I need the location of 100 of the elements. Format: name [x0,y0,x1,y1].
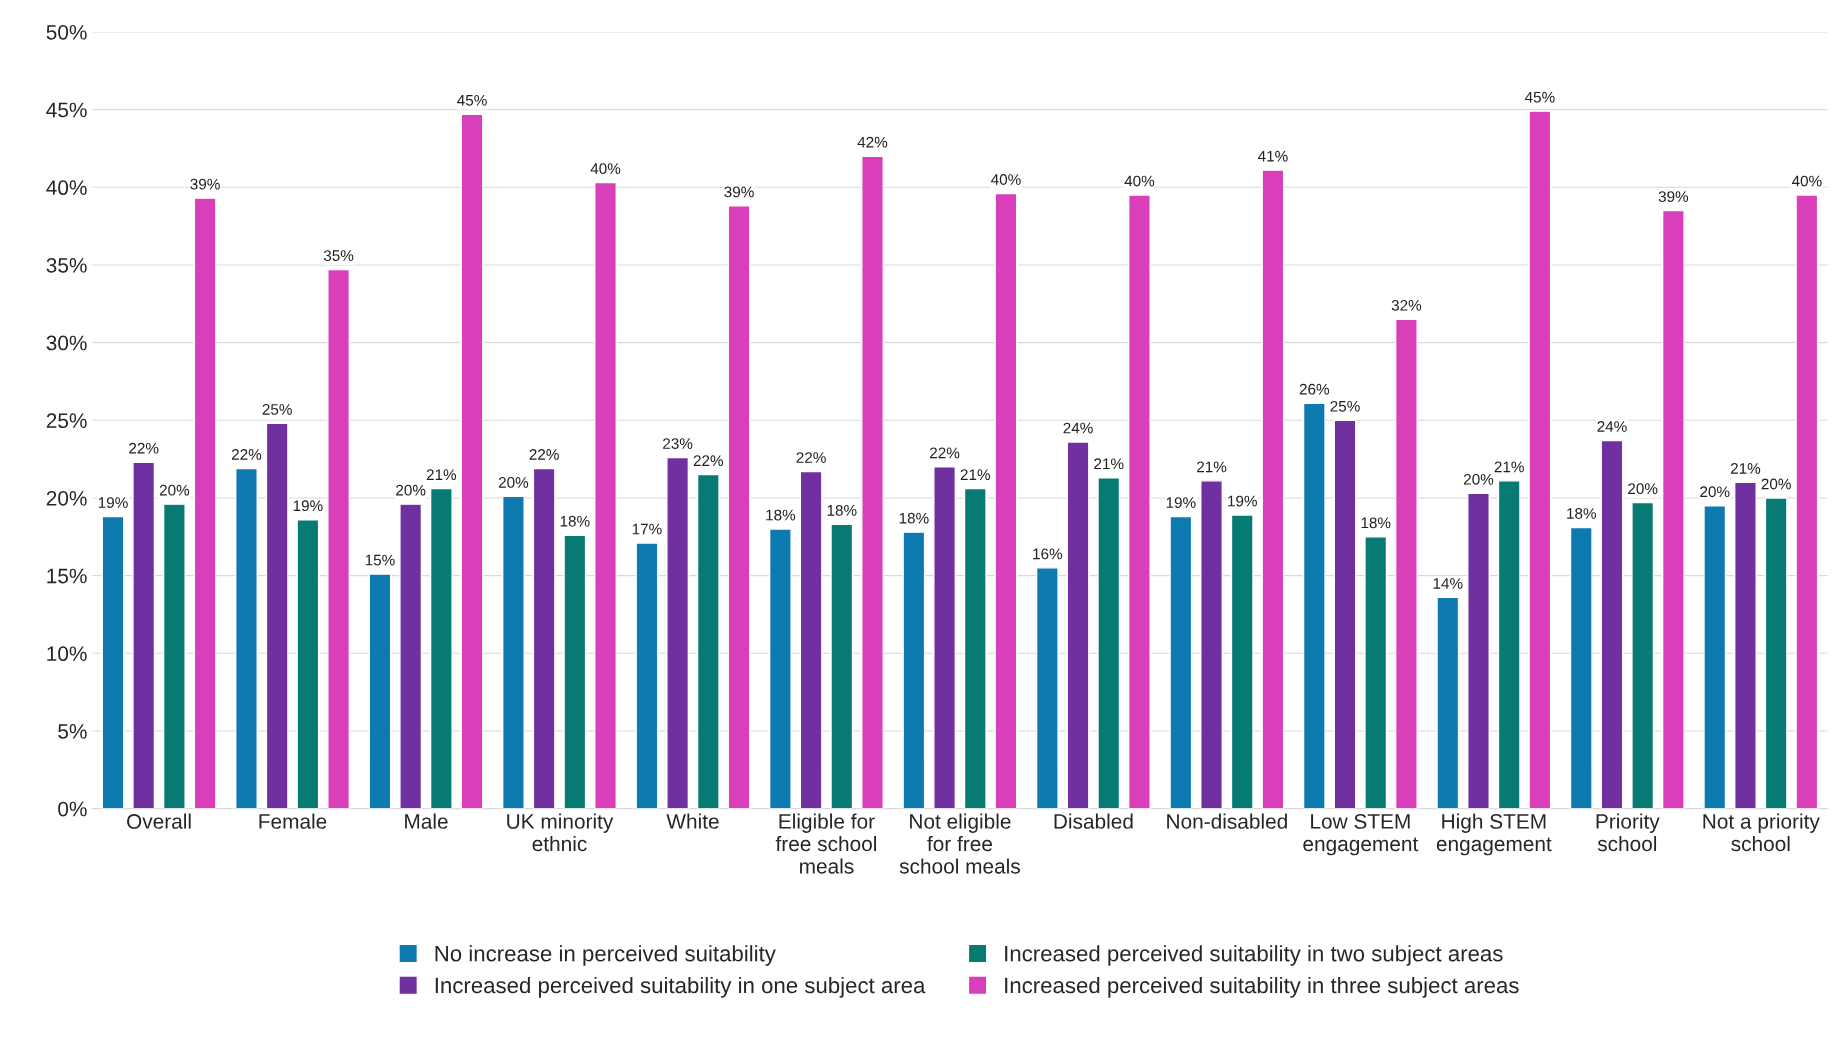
bar [594,181,617,809]
bar [1734,481,1757,809]
data-label: 20% [1628,483,1658,495]
data-label: 25% [1330,400,1360,412]
bar [994,192,1018,809]
bar [235,467,258,809]
x-tick-label: Eligible for free school meals [775,813,877,874]
bar [460,113,484,809]
data-label: 26% [1299,383,1330,395]
bar [1066,441,1090,809]
data-label: 39% [190,178,220,190]
data-label: 20% [1761,478,1791,490]
bar [1764,497,1788,809]
data-label: 18% [899,512,929,524]
y-tick-label: 10% [47,646,87,662]
y-tick-label: 25% [46,413,87,429]
legend-label: No increase in perceived suitability [435,945,776,966]
data-label: 22% [529,449,559,460]
bar [1169,515,1193,809]
bar [1230,514,1254,809]
bar [1394,318,1418,809]
bar [1467,492,1490,809]
data-label: 22% [693,455,724,467]
bar [933,466,957,809]
bar [1600,439,1624,809]
y-tick-label: 0% [58,801,87,817]
bar [429,487,453,809]
x-tick-label: High STEM engagement [1436,813,1552,856]
bar [768,528,792,809]
data-label: 18% [560,515,590,527]
y-tick-label: 40% [46,180,87,196]
x-tick-label: Overall [127,813,191,829]
x-tick-label: Not a priority school [1703,813,1820,852]
data-label: 45% [457,94,487,106]
x-tick-label: White [666,813,719,829]
data-label: 21% [1197,461,1227,473]
data-label: 19% [1228,495,1257,507]
data-label: 21% [426,469,457,480]
bar [1261,169,1285,809]
data-label: 18% [827,504,857,516]
bar [1128,194,1151,809]
data-label: 18% [1567,508,1597,519]
y-tick-label: 50% [46,24,87,40]
x-tick-label: Non-disabled [1167,813,1287,829]
data-label: 41% [1257,150,1288,162]
data-label: 39% [724,186,754,198]
bar [327,268,351,809]
x-tick-label: Male [405,813,448,829]
y-tick-label: 30% [46,335,87,351]
bar [162,503,186,809]
data-label: 22% [930,447,960,459]
y-tick-label: 35% [46,257,87,273]
data-label: 14% [1433,578,1463,589]
bar [1569,526,1593,809]
y-tick-label: 45% [46,102,87,118]
data-label: 22% [129,442,159,454]
bar [501,495,525,809]
x-tick-label: Priority school [1596,813,1660,852]
data-label: 19% [98,497,128,509]
bar [1097,477,1121,809]
bar [1528,110,1552,809]
bar [368,573,392,809]
legend-label: Increased perceived suitability in one subject area [435,976,926,998]
data-label: 21% [1094,458,1124,470]
data-label: 22% [796,452,826,463]
bar [1661,209,1685,809]
bar [265,422,289,809]
data-label: 35% [323,250,354,262]
bar [1200,480,1223,809]
bar [101,515,125,809]
data-label: 42% [857,136,888,148]
data-label: 17% [632,523,662,535]
data-label: 24% [1597,421,1627,432]
x-tick-label: Low STEM engagement [1303,814,1419,856]
data-label: 21% [1494,461,1524,473]
bar [296,519,320,809]
data-label: 21% [960,469,991,480]
bar [532,467,556,809]
bar [666,456,690,809]
bar [799,470,823,809]
data-label: 39% [1658,191,1689,202]
data-label: 21% [1730,463,1761,474]
data-label: 19% [1166,497,1196,509]
data-label: 40% [590,163,621,175]
bar [902,531,926,809]
data-label: 45% [1524,91,1555,103]
bar [1364,536,1388,809]
data-label: 40% [1791,175,1822,187]
data-label: 16% [1033,548,1063,560]
legend-label: Increased perceived suitability in three subject areas [1005,976,1519,998]
bar [1795,194,1819,809]
bar [1333,419,1357,809]
bar [830,523,854,809]
y-tick-label: 20% [46,490,87,506]
x-tick-label: Not eligible for free school meals [899,813,1020,874]
data-label: 19% [293,500,323,512]
data-label: 40% [1124,175,1155,187]
bar [1436,596,1460,809]
bar [132,461,156,809]
data-label: 40% [991,174,1021,185]
